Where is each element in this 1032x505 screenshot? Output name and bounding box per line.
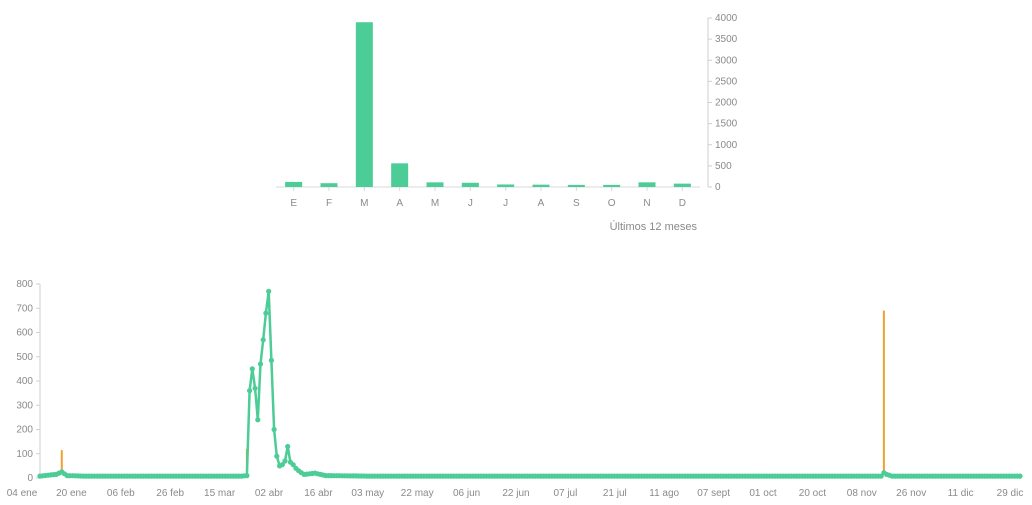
bar-chart-x-tick-label: D: [679, 198, 686, 209]
bar-chart-x-tick-label: S: [573, 198, 580, 209]
bar-chart-y-tick-label: 2000: [715, 98, 738, 109]
bar-chart-x-tick-label: E: [290, 198, 297, 209]
bar-chart-x-axis-title: Últimos 12 meses: [610, 220, 698, 233]
line-chart-x-tick-label: 16 abr: [304, 488, 333, 499]
line-chart-x-tick-label: 07 jul: [553, 488, 577, 499]
bar-chart-x-tick-label: F: [326, 198, 332, 209]
bar-8: [532, 184, 550, 187]
bar-chart-x-tick-label: J: [468, 198, 473, 209]
bar-10: [603, 184, 621, 187]
bar-6: [461, 182, 479, 187]
line-chart-x-tick-label: 04 ene: [7, 488, 38, 499]
bar-3: [355, 22, 373, 187]
bar-4: [391, 163, 409, 187]
data-point: [271, 426, 277, 433]
data-point: [279, 462, 285, 468]
bar-chart-y-tick-label: 4000: [715, 13, 738, 24]
line-chart-y-tick-label: 500: [16, 352, 33, 363]
line-chart-y-tick-label: 600: [16, 328, 33, 339]
data-point: [268, 357, 274, 363]
line-chart-x-tick-label: 02 abr: [255, 488, 284, 499]
bar-2: [320, 183, 338, 187]
line-chart-x-tick-label: 22 jun: [502, 488, 529, 499]
line-chart-x-tick-label: 11 ago: [649, 488, 679, 499]
line-chart-y-tick-label: 300: [16, 400, 33, 411]
bar-5: [426, 182, 444, 187]
data-point: [249, 366, 255, 372]
line-chart-x-tick-label: 07 sept: [697, 488, 730, 499]
line-chart-y-tick-label: 800: [16, 279, 33, 290]
data-point: [252, 385, 258, 391]
line-chart-x-tick-label: 06 jun: [453, 488, 480, 499]
line-chart-x-tick-label: 08 nov: [847, 488, 877, 499]
bar-1: [285, 181, 303, 187]
bar-chart-y-tick-label: 0: [715, 182, 721, 193]
data-point: [1017, 473, 1023, 479]
line-chart-y-tick-label: 200: [16, 425, 33, 436]
data-point: [282, 458, 288, 464]
line-chart-x-tick-label: 15 mar: [204, 488, 236, 499]
data-point: [263, 310, 269, 316]
data-point: [244, 473, 250, 479]
bar-chart-x-tick-label: O: [608, 198, 616, 209]
line-chart-y-tick-label: 0: [27, 473, 33, 484]
data-point: [274, 453, 280, 459]
bar-chart-x-tick-label: N: [643, 198, 650, 209]
line-chart-x-tick-label: 20 ene: [56, 488, 87, 499]
line-chart-y-tick-label: 100: [16, 449, 33, 460]
data-point: [290, 462, 296, 468]
data-point: [285, 443, 291, 450]
bar-chart-x-tick-label: J: [503, 198, 508, 209]
data-point: [247, 388, 253, 394]
data-point: [257, 361, 264, 367]
line-chart-y-tick-label: 400: [16, 376, 33, 387]
line-chart-x-tick-label: 21 jul: [603, 488, 627, 499]
bar-chart-y-tick-label: 1000: [715, 140, 738, 151]
bar-chart-x-tick-label: A: [538, 198, 545, 209]
data-point: [255, 417, 261, 423]
line-chart-x-tick-label: 03 may: [351, 488, 384, 499]
bar-chart-y-tick-label: 1500: [715, 119, 738, 130]
line-chart-x-tick-label: 22 may: [401, 488, 434, 499]
bar-chart-y-tick-label: 2500: [715, 76, 738, 87]
bar-12: [673, 183, 691, 187]
data-point: [266, 288, 272, 294]
line-chart-x-tick-label: 20 oct: [799, 488, 826, 499]
line-chart-y-tick-label: 700: [16, 303, 33, 314]
daily-series-line: [39, 290, 1020, 478]
line-chart-x-tick-label: 26 feb: [156, 488, 184, 499]
line-chart-x-tick-label: 29 dic: [997, 488, 1024, 499]
line-chart-x-tick-label: 11 dic: [948, 488, 974, 499]
line-chart-x-tick-label: 01 oct: [749, 488, 776, 499]
data-point: [260, 337, 266, 343]
bar-9: [567, 184, 585, 187]
line-chart-x-tick-label: 06 feb: [107, 488, 135, 499]
bar-chart-y-tick-label: 500: [715, 161, 732, 172]
bar-chart-x-tick-label: A: [396, 198, 403, 209]
bar-11: [638, 182, 656, 187]
bar-chart-x-tick-label: M: [431, 198, 439, 209]
bar-chart-y-tick-label: 3000: [715, 55, 738, 66]
bar-chart-x-tick-label: M: [360, 198, 368, 209]
bar-chart-y-tick-label: 3500: [715, 34, 738, 45]
line-chart-x-tick-label: 26 nov: [896, 488, 926, 499]
bar-7: [497, 184, 515, 187]
